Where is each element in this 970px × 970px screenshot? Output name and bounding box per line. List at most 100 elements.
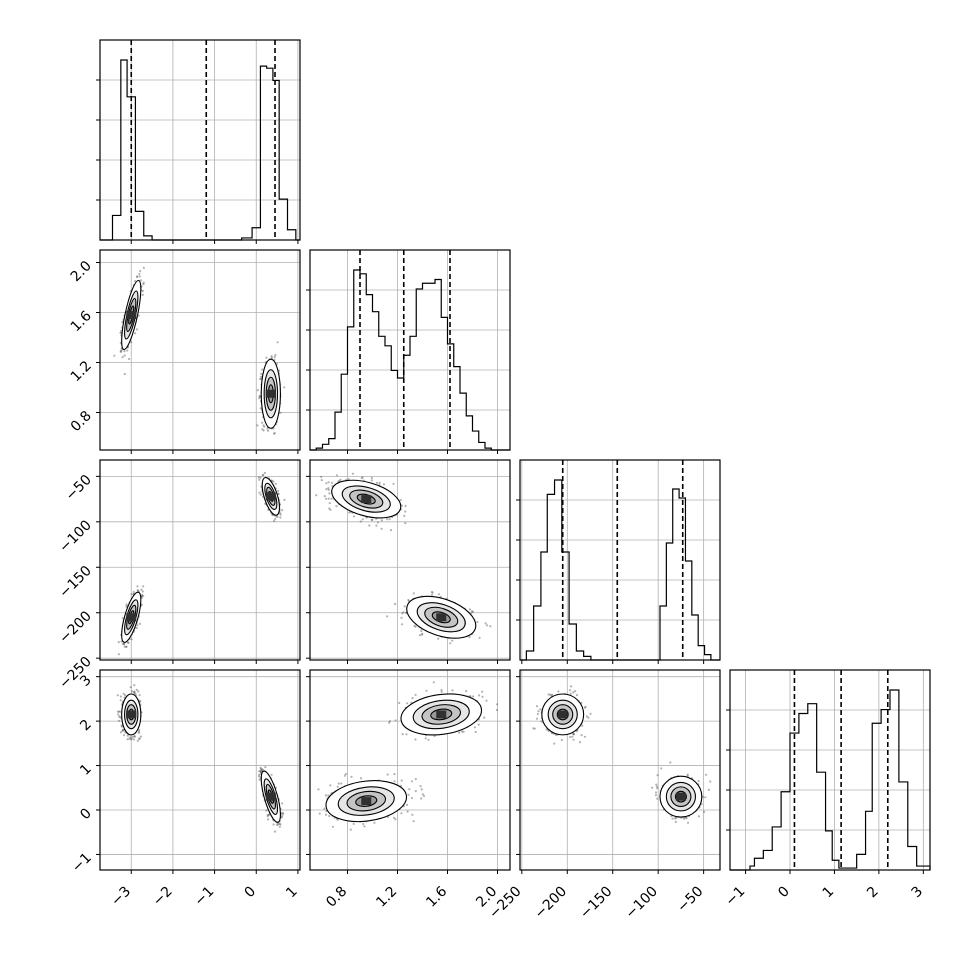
scatter-point — [140, 588, 143, 591]
scatter-point — [129, 738, 132, 741]
scatter-point — [258, 478, 261, 481]
scatter-point — [327, 488, 330, 491]
scatter-point — [375, 524, 378, 527]
scatter-point — [273, 432, 276, 435]
scatter-point — [133, 279, 137, 283]
scatter-point — [360, 477, 363, 480]
scatter-point — [279, 513, 282, 516]
scatter-point — [259, 476, 262, 479]
scatter-point — [359, 520, 362, 523]
scatter-point — [127, 641, 130, 645]
scatter-point — [130, 737, 133, 740]
scatter-point — [380, 519, 383, 522]
scatter-point — [370, 476, 373, 480]
scatter-point — [403, 605, 406, 608]
scatter-point — [132, 590, 135, 594]
scatter-point — [258, 397, 261, 400]
scatter-point — [125, 645, 128, 648]
scatter-point — [134, 332, 137, 335]
scatter-point — [142, 266, 145, 269]
scatter-point — [135, 688, 138, 692]
scatter-point — [122, 642, 125, 646]
scatter-point — [421, 632, 424, 635]
scatter-point — [122, 734, 126, 737]
scatter-point — [142, 594, 145, 598]
scatter-point — [401, 612, 404, 615]
scatter-point — [140, 279, 143, 282]
scatter-point — [404, 504, 407, 507]
scatter-point — [263, 471, 267, 475]
scatter-point — [130, 638, 133, 641]
scatter-point — [126, 641, 130, 644]
scatter-point — [476, 620, 479, 624]
scatter-point — [370, 518, 373, 522]
scatter-point — [382, 483, 386, 486]
scatter-point — [278, 511, 282, 515]
scatter-point — [361, 476, 364, 479]
scatter-point — [262, 424, 265, 427]
scatter-point — [135, 626, 138, 630]
scatter-point — [451, 639, 454, 642]
scatter-point — [137, 314, 140, 317]
scatter-point — [136, 589, 139, 592]
scatter-point — [120, 349, 123, 352]
scatter-point — [257, 476, 260, 479]
scatter-layer — [113, 266, 712, 833]
scatter-point — [258, 491, 261, 494]
scatter-point — [113, 354, 116, 357]
scatter-point — [320, 475, 323, 478]
scatter-point — [136, 739, 139, 742]
scatter-point — [120, 724, 123, 727]
scatter-point — [259, 407, 262, 410]
grid-layer — [100, 40, 930, 870]
scatter-point — [276, 490, 280, 493]
scatter-point — [131, 735, 134, 738]
scatter-point — [256, 424, 259, 427]
scatter-point — [430, 593, 434, 596]
scatter-point — [126, 738, 129, 741]
scatter-point — [126, 349, 129, 352]
scatter-point — [138, 737, 141, 740]
scatter-point — [136, 585, 139, 588]
scatter-point — [407, 598, 410, 602]
scatter-point — [315, 494, 318, 497]
scatter-point — [328, 492, 331, 495]
scatter-point — [120, 731, 123, 734]
scatter-point — [119, 699, 122, 702]
scatter-point — [263, 425, 266, 428]
scatter-point — [274, 517, 277, 521]
scatter-point — [121, 642, 125, 646]
scatter-point — [471, 610, 475, 613]
scatter-point — [277, 492, 280, 495]
scatter-point — [388, 518, 391, 521]
scatter-point — [261, 474, 264, 477]
scatter-point — [281, 509, 284, 512]
scatter-point — [274, 482, 277, 485]
scatter-point — [259, 377, 262, 381]
scatter-point — [116, 694, 119, 697]
scatter-point — [401, 623, 404, 626]
scatter-point — [485, 624, 489, 627]
scatter-point — [414, 625, 417, 628]
scatter-point — [139, 700, 142, 703]
scatter-point — [399, 499, 402, 502]
scatter-point — [133, 691, 136, 695]
scatter-point — [276, 341, 279, 344]
scatter-point — [258, 395, 261, 398]
scatter-point — [329, 508, 332, 511]
scatter-point — [325, 488, 328, 491]
scatter-point — [361, 518, 364, 521]
scatter-point — [279, 516, 282, 519]
scatter-point — [138, 694, 141, 697]
scatter-point — [139, 269, 142, 273]
scatter-point — [279, 411, 282, 414]
scatter-point — [389, 529, 393, 532]
scatter-point — [133, 690, 136, 693]
scatter-point — [122, 692, 125, 695]
scatter-point — [275, 515, 278, 518]
scatter-point — [140, 603, 143, 606]
scatter-point — [273, 355, 276, 359]
scatter-point — [413, 624, 416, 628]
scatter-point — [130, 593, 133, 596]
scatter-point — [380, 527, 383, 530]
